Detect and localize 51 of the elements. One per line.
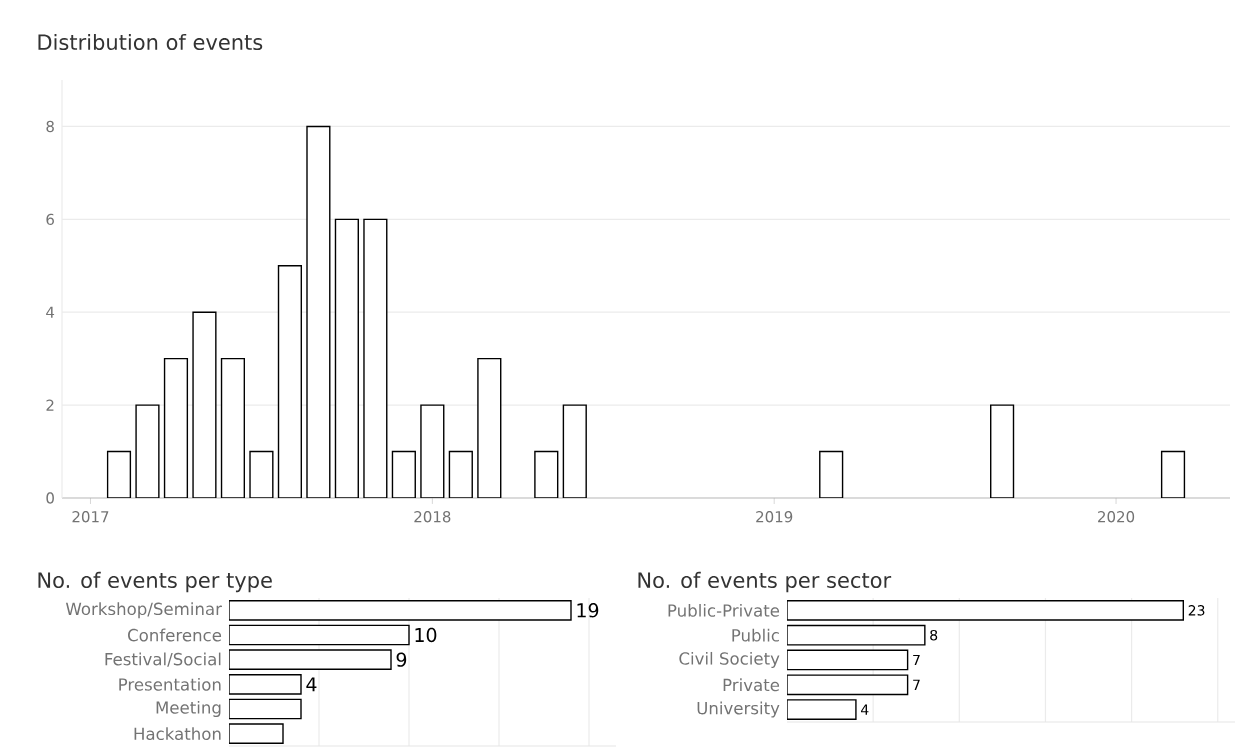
bar [334,218,359,498]
bar [363,218,388,498]
y-tick-label: Meeting [156,700,221,718]
bar [277,265,303,498]
y-tick-label: Festival/Social [105,652,221,667]
x-tick-label: 2017 [72,511,109,523]
chart-title: Distribution of events [38,33,263,51]
y-tick-label: 8 [46,120,54,133]
bar [1160,450,1186,498]
y-tick-label: Public-Private [668,603,780,617]
y-tick-label: 4 [46,306,55,318]
x-tick-label: 2018 [414,511,451,523]
data-label: 9 [396,652,407,667]
bar [534,450,559,498]
x-tick-label: 2020 [1098,511,1135,523]
bar [391,450,416,498]
y-tick-label: University [697,701,780,718]
y-tick-label: Public [732,628,779,642]
data-label: 4 [861,704,869,715]
y-tick-label: Presentation [119,677,221,691]
y-tick-label: Workshop/Seminar [65,602,222,619]
bar [448,450,473,498]
data-label: 19 [577,603,599,618]
bar [106,450,132,498]
y-tick-label: Private [723,678,780,692]
bar [990,404,1015,498]
bar [562,404,587,498]
data-label: 7 [913,679,920,690]
y-tick-label: 2 [46,399,54,411]
bar [192,311,217,498]
data-label: 23 [1188,605,1205,616]
x-tick-label: 2019 [756,511,793,523]
bar [420,404,445,498]
chart-title: No. of events per sector [638,571,892,593]
y-tick-label: Conference [128,628,222,642]
data-label: 8 [930,629,938,641]
bar [135,404,160,498]
bar [819,450,844,498]
bar [163,357,189,498]
y-tick-label: Civil Society [679,651,780,669]
y-tick-label: 0 [46,492,54,504]
bar [477,357,502,498]
bar [249,450,274,498]
y-tick-label: Hackathon [134,727,221,741]
chart-title: No. of events per type [38,571,272,593]
data-label: 7 [913,654,920,666]
data-label: 4 [306,677,317,692]
y-tick-label: 6 [46,213,54,226]
bar [220,357,246,498]
data-label: 10 [415,627,437,643]
bar [306,125,331,498]
